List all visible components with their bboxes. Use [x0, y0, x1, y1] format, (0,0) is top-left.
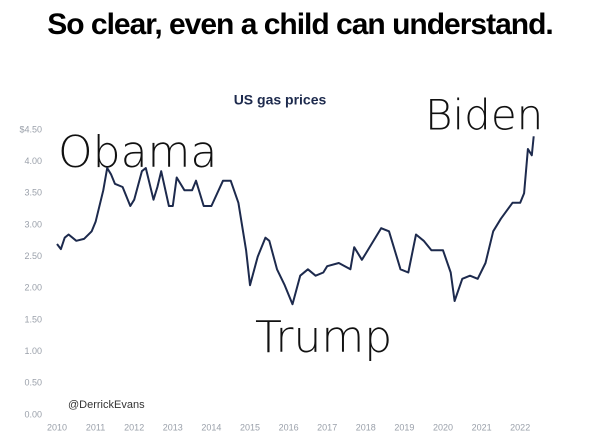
x-tick-label: 2019: [394, 422, 414, 432]
credit: @DerrickEvans: [68, 399, 145, 411]
x-tick-label: 2021: [472, 422, 492, 432]
y-tick-label: 4.00: [24, 156, 42, 166]
y-tick-label: 2.00: [24, 283, 42, 293]
annotation: Trump: [255, 312, 392, 363]
y-tick-label: 1.50: [24, 314, 42, 324]
x-tick-label: 2010: [47, 422, 67, 432]
y-tick-label: $4.50: [19, 124, 42, 134]
x-tick-label: 2012: [124, 422, 144, 432]
annotation: Biden: [425, 91, 543, 140]
x-tick-label: 2011: [86, 422, 105, 432]
x-tick-label: 2015: [240, 422, 260, 432]
y-tick-label: 3.00: [24, 219, 42, 229]
x-tick-label: 2016: [279, 422, 299, 432]
y-tick-label: 1.00: [24, 346, 42, 356]
y-tick-label: 0.00: [24, 409, 42, 419]
y-tick-label: 2.50: [24, 251, 42, 261]
x-tick-label: 2022: [510, 422, 530, 432]
y-tick-label: 3.50: [24, 188, 42, 198]
price-line: [56, 136, 535, 306]
x-tick-label: 2013: [163, 422, 183, 432]
x-tick-label: 2017: [317, 422, 337, 432]
chart-title: US gas prices: [234, 92, 327, 108]
annotation: Obama: [58, 127, 217, 178]
y-tick-label: 0.50: [24, 378, 42, 388]
x-tick-label: 2018: [356, 422, 376, 432]
x-tick-label: 2020: [433, 422, 453, 432]
heading: So clear, even a child can understand.: [47, 8, 553, 41]
x-tick-label: 2014: [201, 422, 221, 432]
